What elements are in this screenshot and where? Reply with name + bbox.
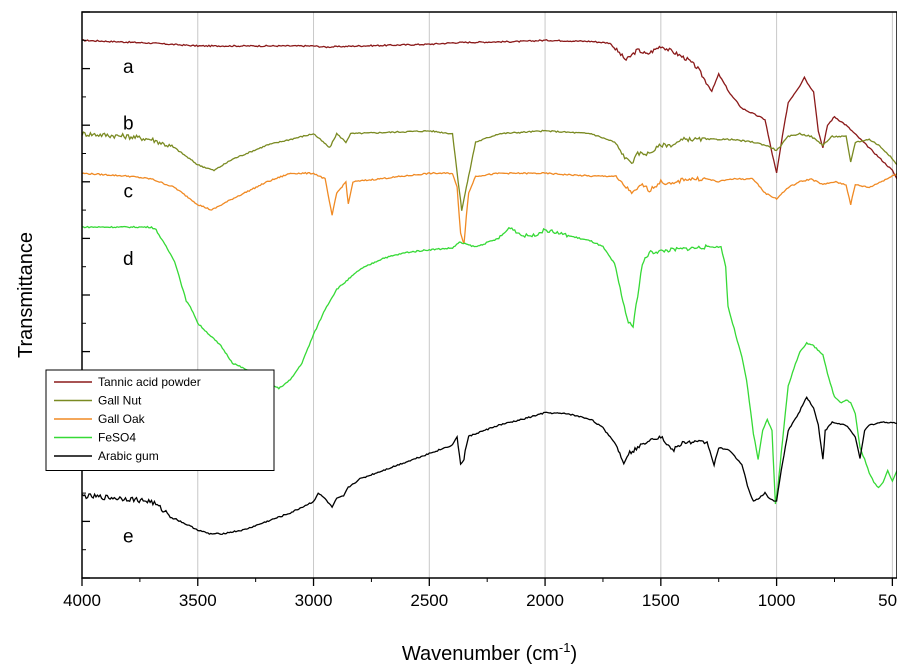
- curve-tag-d: d: [123, 249, 134, 270]
- x-tick-label-2000: 2000: [526, 591, 564, 610]
- curve-tag-a: a: [123, 57, 134, 78]
- legend: Tannic acid powder Gall Nut Gall Oak FeSO4 A…: [45, 369, 275, 471]
- x-tick-labels: 4000 3500 3000 2500 2000 1500 1000 500: [63, 591, 897, 610]
- x-tick-label-500: 500: [878, 591, 897, 610]
- legend-label-gall-oak: Gall Oak: [98, 412, 146, 426]
- curve-tag-c: c: [124, 181, 134, 202]
- x-tick-label-1500: 1500: [642, 591, 680, 610]
- curve-tag-b: b: [123, 113, 134, 134]
- x-tick-label-1000: 1000: [758, 591, 796, 610]
- series-line-arabic-gum: [82, 396, 897, 536]
- x-tick-label-3000: 3000: [295, 591, 333, 610]
- series-line-gall-nut: [82, 129, 897, 211]
- legend-label-arabic-gum: Arabic gum: [98, 449, 159, 463]
- legend-label-feso4: FeSO4: [98, 431, 136, 445]
- y-axis-title: Transmittance: [15, 232, 37, 358]
- series-line-gall-oak: [82, 171, 897, 245]
- x-tick-label-2500: 2500: [410, 591, 448, 610]
- legend-box: [45, 369, 275, 471]
- curve-tags: a b c d e: [123, 57, 134, 548]
- x-axis-title-tail: ): [570, 643, 577, 665]
- axis-ticks: [81, 11, 894, 586]
- legend-label-tannic-acid-powder: Tannic acid powder: [98, 375, 201, 389]
- series-layer: [82, 38, 897, 536]
- grid-lines: [197, 12, 893, 578]
- x-axis-title-main: Wavenumber (cm: [402, 643, 559, 665]
- x-tick-label-3500: 3500: [179, 591, 217, 610]
- legend-label-gall-nut: Gall Nut: [98, 394, 142, 408]
- series-line-tannic-acid-powder: [82, 38, 897, 180]
- x-axis-title-superscript: -1: [559, 640, 571, 655]
- x-axis-title: Wavenumber (cm-1): [402, 640, 577, 665]
- curve-tag-e: e: [123, 527, 134, 548]
- series-line-feso4: [82, 225, 897, 505]
- x-tick-label-4000: 4000: [63, 591, 101, 610]
